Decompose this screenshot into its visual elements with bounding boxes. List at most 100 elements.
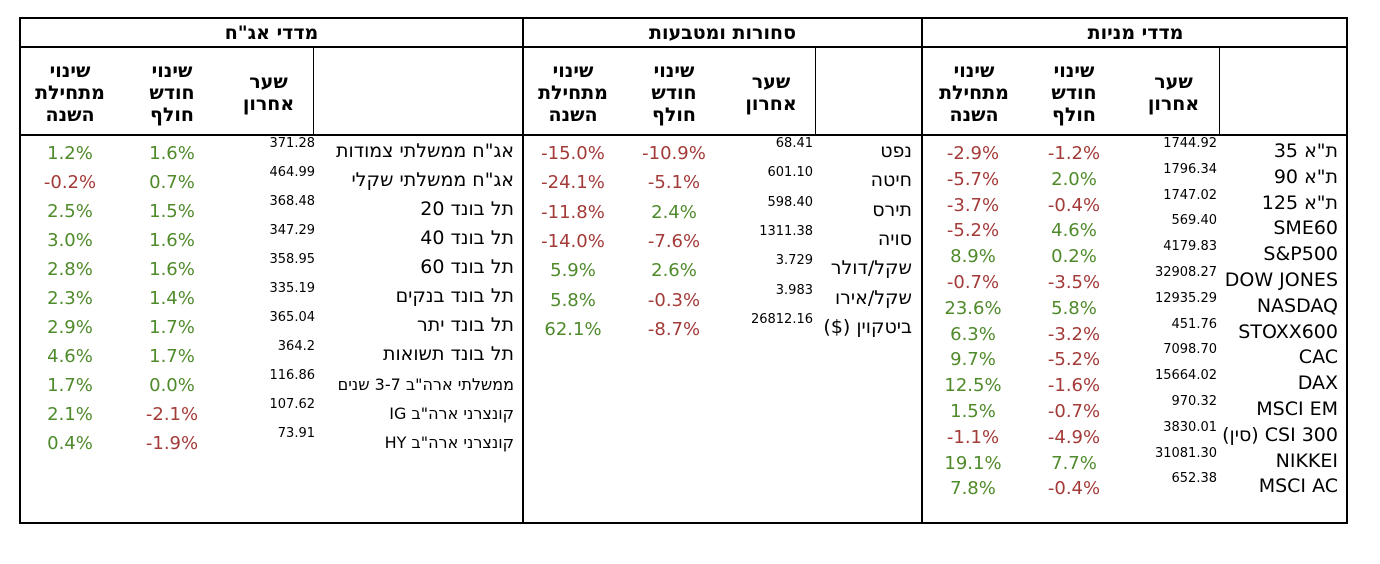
row-last-rate: 464.99 xyxy=(269,165,316,180)
row-month-change: 4.6% xyxy=(1051,220,1097,242)
row-ytd-change: 9.7% xyxy=(950,349,996,371)
row-ytd-change: 2.8% xyxy=(47,259,93,280)
table-row: NIKKEI 31081.30 7.7% 19.1% xyxy=(21,446,1346,479)
row-month-change: -3.5% xyxy=(1047,272,1101,293)
section-divider xyxy=(522,19,524,522)
bonds-ytd-header: שינוי מתחילת השנה xyxy=(35,60,105,126)
row-month-change: -10.9% xyxy=(642,143,706,164)
row-last-rate: 3830.01 xyxy=(1163,419,1217,435)
row-ytd-change: -24.1% xyxy=(541,172,605,194)
market-summary-table: מדדי אג"ח סחורות ומטבעות מדדי מניות שינו… xyxy=(19,17,1348,524)
row-ytd-change: -5.7% xyxy=(946,168,1000,190)
row-name: תל בונד 40 xyxy=(420,227,514,249)
row-last-rate: 4179.83 xyxy=(1163,239,1217,255)
row-ytd-change: 2.1% xyxy=(47,404,93,425)
table-row: תל בונד 60 358.95 1.6% 2.8% xyxy=(21,252,1346,285)
row-name: NASDAQ xyxy=(1256,294,1338,317)
row-last-rate: 15664.02 xyxy=(1154,368,1217,384)
row-name: MSCI AC xyxy=(1258,475,1338,498)
row-ytd-change: -14.0% xyxy=(541,230,605,252)
row-month-change: 2.0% xyxy=(1051,168,1097,190)
row-name: ת"א 90 xyxy=(1273,165,1338,188)
row-month-change: -3.2% xyxy=(1047,323,1101,345)
row-last-rate: 371.28 xyxy=(269,136,316,151)
row-last-rate: 364.2 xyxy=(277,339,315,354)
row-last-rate: 451.76 xyxy=(1171,316,1218,332)
table-row: אג"ח ממשלתי שקלי 464.99 0.7% -0.2% xyxy=(21,165,1346,198)
row-name: SME60 xyxy=(1273,217,1338,240)
row-ytd-change: 19.1% xyxy=(944,452,1002,474)
row-name: CSI 300 (סין) xyxy=(1222,423,1338,446)
row-ytd-change: -0.2% xyxy=(43,172,97,193)
table-row: S&P500 4179.83 0.2% 8.9% xyxy=(21,239,1346,272)
row-last-rate: 358.95 xyxy=(269,252,316,267)
row-month-change: -8.7% xyxy=(647,318,701,340)
row-month-change: -1.6% xyxy=(1047,375,1101,397)
commodities-last-rate-header: שער אחרון xyxy=(745,71,797,115)
table-row: STOXX600 451.76 -3.2% 6.3% xyxy=(21,317,1346,350)
row-month-change: -4.9% xyxy=(1047,426,1101,448)
table-row: תל בונד תשואות 364.2 1.7% 4.6% xyxy=(21,339,1346,372)
row-ytd-change: 2.5% xyxy=(47,201,93,222)
stocks-header-separator xyxy=(1219,48,1220,136)
commodities-section-title: סחורות ומטבעות xyxy=(649,22,796,44)
row-ytd-change: 12.5% xyxy=(944,375,1002,397)
row-ytd-change: 3.0% xyxy=(47,230,93,251)
table-row: SME60 569.40 4.6% -5.2% xyxy=(21,213,1346,246)
table-row: CAC 7098.70 -5.2% 9.7% xyxy=(21,342,1346,375)
row-last-rate: 335.19 xyxy=(269,281,316,296)
row-month-change: 1.6% xyxy=(149,143,195,164)
commodities-ytd-header: שינוי מתחילת השנה xyxy=(538,60,608,126)
table-row: תירס 598.40 2.4% -11.8% xyxy=(21,195,1346,228)
row-name: DAX xyxy=(1297,372,1338,395)
table-row: ממשלתי ארה"ב 3-7 שנים 116.86 0.0% 1.7% xyxy=(21,368,1346,401)
row-month-change: 1.7% xyxy=(149,346,195,367)
row-last-rate: 368.48 xyxy=(269,194,316,209)
row-last-rate: 1796.34 xyxy=(1163,161,1217,177)
row-name: חיטה xyxy=(870,169,912,192)
row-last-rate: 26812.16 xyxy=(750,311,813,327)
stocks-last-rate-header: שער אחרון xyxy=(1147,71,1200,115)
row-ytd-change: 23.6% xyxy=(944,297,1002,319)
row-month-change: 7.7% xyxy=(1051,452,1097,474)
row-ytd-change: -15.0% xyxy=(541,143,605,164)
row-last-rate: 7098.70 xyxy=(1163,342,1217,358)
table-row: נפט 68.41 -10.9% -15.0% xyxy=(21,136,1346,169)
row-name: ממשלתי ארה"ב 3-7 שנים xyxy=(337,375,514,394)
row-month-change: -7.6% xyxy=(647,230,701,252)
row-name: MSCI EM xyxy=(1256,398,1338,420)
row-month-change: 2.4% xyxy=(651,201,697,223)
header-rule xyxy=(21,134,1346,136)
row-month-change: -5.2% xyxy=(1047,349,1101,371)
table-row: MSCI EM 970.32 -0.7% 1.5% xyxy=(21,394,1346,427)
row-month-change: -0.4% xyxy=(1047,194,1101,216)
row-ytd-change: 2.3% xyxy=(47,288,93,309)
row-name: STOXX600 xyxy=(1238,320,1338,343)
row-name: CAC xyxy=(1298,346,1338,369)
row-month-change: 0.2% xyxy=(1051,246,1097,268)
row-ytd-change: 5.9% xyxy=(550,260,596,282)
row-ytd-change: 7.8% xyxy=(950,478,996,500)
row-name: קונצרני ארה"ב IG xyxy=(389,404,514,423)
table-row: חיטה 601.10 -5.1% -24.1% xyxy=(21,165,1346,198)
row-last-rate: 1744.92 xyxy=(1163,136,1217,151)
commodities-header-separator xyxy=(815,48,816,136)
table-row: DOW JONES 32908.27 -3.5% -0.7% xyxy=(21,265,1346,298)
row-last-rate: 652.38 xyxy=(1171,471,1218,487)
row-ytd-change: 62.1% xyxy=(544,318,602,340)
row-month-change: 1.6% xyxy=(149,230,195,251)
row-name: NIKKEI xyxy=(1275,449,1338,472)
table-row: CSI 300 (סין) 3830.01 -4.9% -1.1% xyxy=(21,420,1346,453)
table-row: DAX 15664.02 -1.6% 12.5% xyxy=(21,368,1346,401)
row-last-rate: 68.41 xyxy=(775,136,813,151)
row-name: תל בונד תשואות xyxy=(383,343,514,365)
row-last-rate: 116.86 xyxy=(269,368,316,383)
row-last-rate: 598.40 xyxy=(767,194,814,210)
row-ytd-change: 8.9% xyxy=(950,246,996,268)
row-ytd-change: 4.6% xyxy=(47,346,93,367)
row-name: תל בונד 20 xyxy=(420,198,514,220)
row-month-change: -1.9% xyxy=(145,433,199,454)
row-month-change: -0.4% xyxy=(1047,478,1101,500)
row-month-change: -5.1% xyxy=(647,172,701,194)
row-month-change: 2.6% xyxy=(651,260,697,282)
